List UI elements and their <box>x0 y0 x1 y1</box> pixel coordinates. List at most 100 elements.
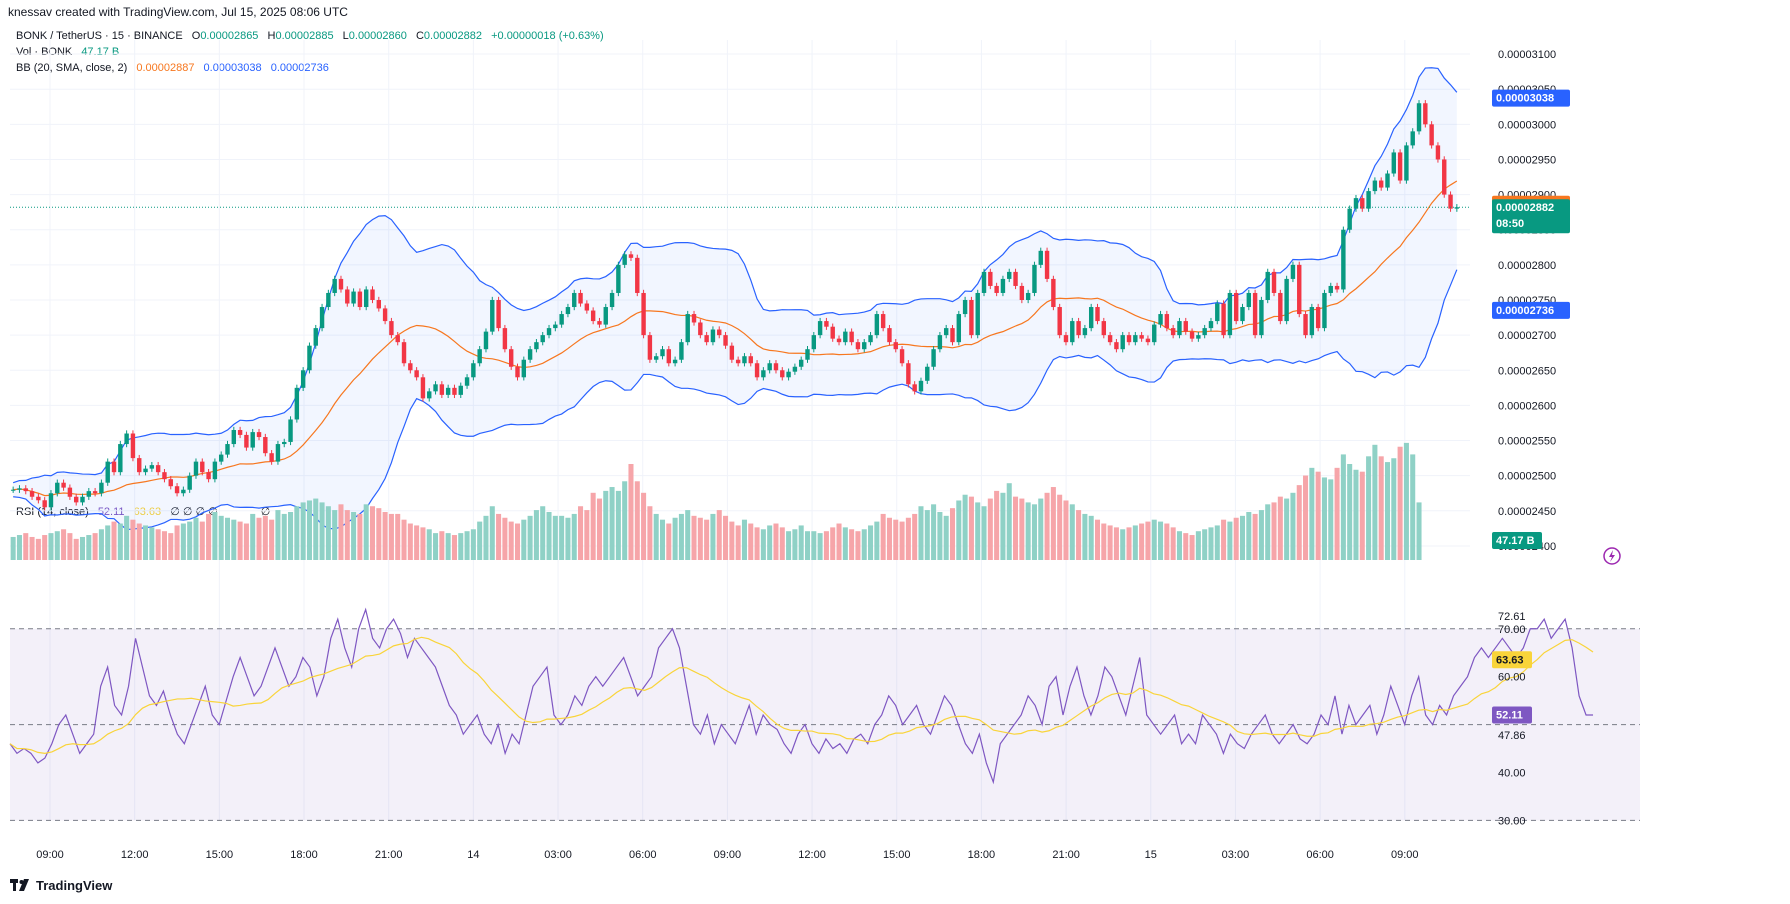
candle-body <box>1385 173 1390 188</box>
volume-bar <box>332 510 338 560</box>
volume-bar <box>73 538 79 560</box>
volume-bar <box>1246 512 1252 560</box>
volume-bar <box>363 504 369 560</box>
volume-bar <box>306 500 312 560</box>
volume-label[interactable]: Vol · BONK <box>16 46 73 58</box>
volume-bar <box>918 506 924 560</box>
candle-body <box>584 303 590 311</box>
candle-body <box>798 359 804 367</box>
volume-bar <box>798 525 804 560</box>
volume-bar <box>653 513 659 560</box>
candle-body <box>225 444 230 455</box>
candle-body <box>414 370 419 378</box>
volume-bar <box>849 529 855 560</box>
volume-bar <box>1139 523 1145 560</box>
time-tick-label: 09:00 <box>36 849 64 861</box>
volume-bar <box>1176 531 1182 560</box>
candle-body <box>1133 335 1138 343</box>
candle-body <box>143 468 148 473</box>
candle-body <box>691 314 697 323</box>
volume-bar <box>937 512 943 560</box>
volume-bar <box>1082 513 1088 560</box>
candle-body <box>105 461 110 483</box>
candle-body <box>313 328 318 346</box>
volume-bar <box>35 538 41 560</box>
time-tick-label: 12:00 <box>798 849 826 861</box>
candle-body <box>811 335 817 350</box>
volume-bar <box>1271 502 1277 560</box>
chart-canvas[interactable]: 0.000031000.000030500.000030000.00002950… <box>0 0 1790 870</box>
candle-body <box>1114 342 1119 350</box>
volume-bar <box>1145 521 1151 560</box>
symbol-legend: BONK / TetherUS · 15 · BINANCE O0.000028… <box>16 30 610 42</box>
volume-bar <box>622 481 628 560</box>
candle-body <box>29 491 35 497</box>
volume-bar <box>86 535 92 560</box>
candle-body <box>80 496 85 503</box>
time-axis: 09:00 12:00 15:00 18:00 21:00 14 03:00 06:00 09:… <box>36 849 1418 861</box>
volume-bar <box>143 525 149 560</box>
volume-bar <box>817 533 823 560</box>
candle-body <box>893 342 898 350</box>
time-tick-label: 03:00 <box>1222 849 1250 861</box>
candle-body <box>231 430 237 445</box>
candle-body <box>1372 180 1378 192</box>
volume-bar <box>1397 446 1403 560</box>
candle-body <box>1189 331 1195 339</box>
volume-value: 47.17 B <box>81 46 120 58</box>
candle-body <box>1442 159 1447 195</box>
footer-brand[interactable]: TradingView <box>10 878 112 893</box>
candle-body <box>1076 321 1081 336</box>
candle-body <box>1410 131 1415 146</box>
candle-body <box>326 292 331 308</box>
candle-body <box>868 335 873 343</box>
volume-bar <box>565 517 571 560</box>
candle-body <box>906 363 911 385</box>
volume-bar <box>1315 471 1321 560</box>
rsi-extra-values: ∅ ∅ ∅ ∅ <box>170 506 218 518</box>
rsi-label[interactable]: RSI (14, close) <box>16 506 89 518</box>
volume-bar <box>590 492 596 560</box>
rsi-ma-value: 63.63 <box>133 506 162 518</box>
volume-bar <box>42 535 48 560</box>
candle-body <box>256 432 262 438</box>
rsi-ma-tag: 63.63 <box>1492 651 1532 669</box>
rsi-tick-label: 47.86 <box>1498 730 1526 742</box>
candle-body <box>1366 191 1371 209</box>
open-value: 0.00002865 <box>200 30 259 42</box>
price-tick-label: 0.00003100 <box>1498 49 1556 61</box>
symbol-name[interactable]: BONK / TetherUS · 15 · BINANCE <box>16 30 183 42</box>
candle-body <box>452 387 457 395</box>
candle-body <box>363 289 369 308</box>
candle-body <box>1170 328 1176 336</box>
volume-bar <box>376 508 382 560</box>
volume-bar <box>729 521 735 560</box>
volume-bar <box>149 527 155 560</box>
volume-bar <box>111 521 117 560</box>
time-tick-label: 18:00 <box>968 849 996 861</box>
volume-bar <box>489 506 495 560</box>
volume-bar <box>559 515 565 560</box>
volume-bar <box>603 490 609 560</box>
volume-bar <box>325 506 331 560</box>
volume-bar <box>678 513 684 560</box>
brand-name: TradingView <box>36 878 113 893</box>
candle-body <box>92 491 98 494</box>
volume-bar <box>124 515 130 560</box>
volume-bar <box>647 506 653 560</box>
volume-bar <box>275 510 281 560</box>
lightning-icon[interactable] <box>1603 547 1621 565</box>
volume-bar <box>168 533 174 560</box>
candle-body <box>23 488 28 492</box>
volume-bar <box>357 513 363 560</box>
candle-body <box>1032 264 1037 293</box>
volume-bar <box>338 504 344 560</box>
candle-body <box>817 321 823 336</box>
candle-body <box>874 314 880 336</box>
candle-body <box>1107 335 1113 343</box>
rsi-line <box>9 607 1594 785</box>
candle-body <box>1328 285 1333 293</box>
candle-body <box>590 310 596 322</box>
bb-label[interactable]: BB (20, SMA, close, 2) <box>16 62 128 74</box>
candle-body <box>1164 314 1170 329</box>
